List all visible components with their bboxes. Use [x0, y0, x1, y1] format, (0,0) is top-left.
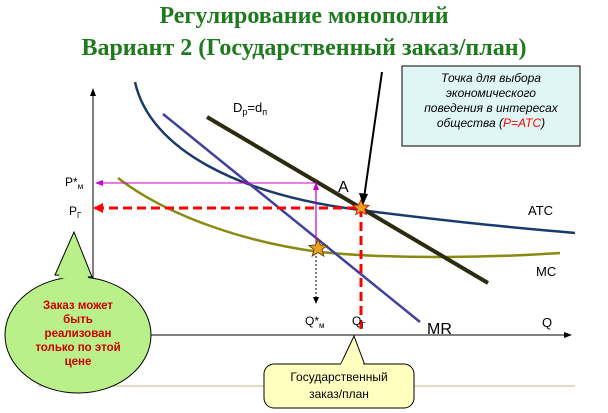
svg-text:общества (P=ATC): общества (P=ATC) — [437, 116, 545, 130]
point-a-star — [351, 198, 371, 216]
svg-text:экономического: экономического — [446, 86, 536, 100]
svg-text:реализован: реализован — [45, 328, 112, 340]
svg-text:поведения в интересах: поведения в интересах — [424, 101, 559, 115]
qm-arrow — [313, 297, 319, 304]
qm-label: Q*м — [305, 314, 325, 330]
pg-arrow — [93, 203, 103, 213]
pg-label: PГ — [69, 204, 82, 220]
monopoly-star — [307, 237, 329, 258]
qg-label: QГ — [352, 314, 366, 330]
svg-text:Заказ может: Заказ может — [43, 300, 113, 312]
state-order-callout: Государственный заказ/план — [263, 334, 415, 409]
point-a-label: A — [338, 179, 349, 196]
price-note-bubble: Заказ может быть реализован только по эт… — [4, 230, 152, 394]
pm-arrow — [95, 180, 103, 186]
pm-vertical-arrow — [313, 182, 319, 190]
demand-label: Dр=dп — [233, 100, 267, 117]
title-line-2: Вариант 2 (Государственный заказ/план) — [81, 35, 527, 61]
atc-label: ATC — [528, 203, 553, 218]
mr-line — [162, 113, 421, 323]
callout-pointer-line — [363, 71, 383, 199]
title-line-1: Регулирование монополий — [159, 3, 449, 29]
svg-text:только по этой: только по этой — [35, 342, 120, 354]
y-axis-arrow — [90, 88, 96, 96]
economic-behavior-callout: Точка для выбора экономического поведени… — [401, 65, 581, 147]
svg-text:Точка для выбора: Точка для выбора — [441, 71, 541, 85]
svg-text:Государственный: Государственный — [290, 370, 387, 384]
svg-text:цене: цене — [65, 356, 92, 368]
x-axis-arrow — [564, 332, 572, 338]
demand-line — [205, 115, 490, 285]
svg-text:заказ/план: заказ/план — [309, 387, 369, 401]
callout-pointer-arrow — [359, 193, 368, 205]
mr-label: MR — [427, 321, 452, 338]
mc-label: MC — [536, 264, 556, 279]
svg-text:быть: быть — [63, 314, 93, 326]
pm-label: P*м — [65, 175, 83, 191]
q-axis-label: Q — [542, 315, 552, 330]
